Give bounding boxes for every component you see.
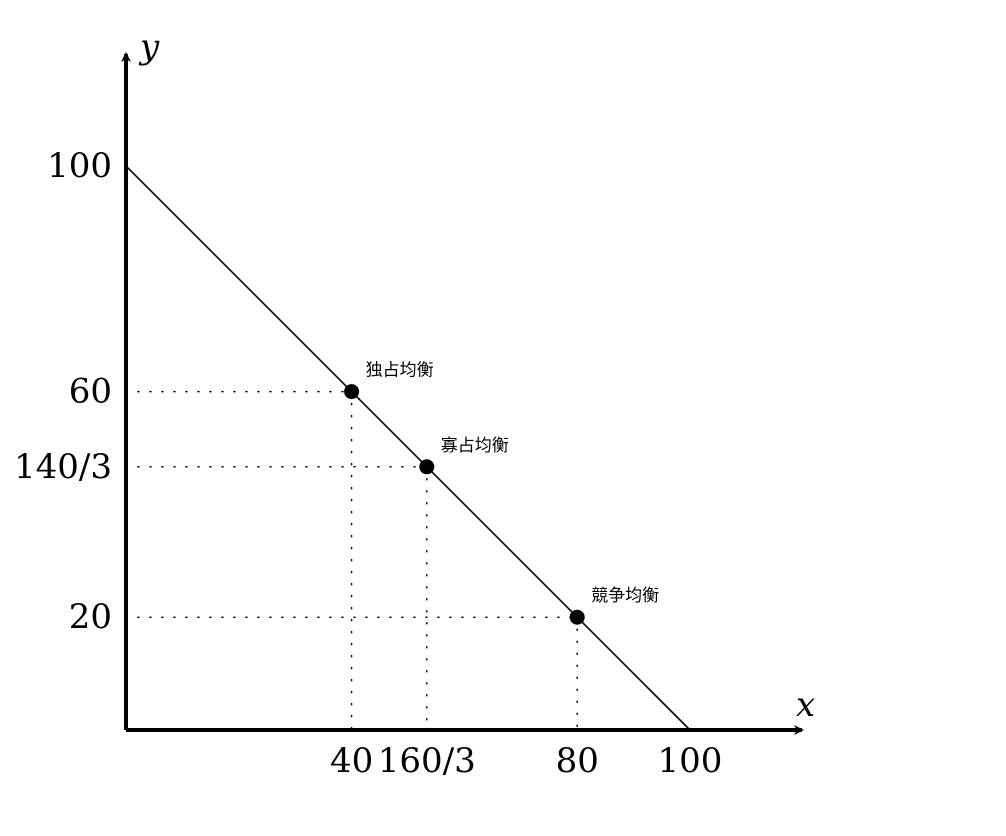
point-label-0: 独占均衡 bbox=[366, 361, 434, 381]
y-axis-label: y bbox=[138, 27, 160, 67]
y-tick-label-2: 140/3 bbox=[14, 447, 112, 487]
point-2 bbox=[569, 609, 585, 625]
guide-lines bbox=[125, 390, 578, 731]
point-label-1: 寡占均衡 bbox=[441, 436, 509, 456]
x-tick-label-2: 80 bbox=[556, 741, 599, 781]
x-axis-label: x bbox=[796, 685, 815, 725]
point-label-2: 競争均衡 bbox=[591, 586, 659, 606]
series-line-0 bbox=[125, 165, 691, 731]
x-tick-label-3: 100 bbox=[658, 741, 723, 781]
y-tick-label-3: 20 bbox=[69, 597, 112, 637]
x-tick-label-0: 40 bbox=[330, 741, 373, 781]
y-tick-label-0: 100 bbox=[47, 146, 112, 186]
x-tick-label-1: 160/3 bbox=[378, 741, 476, 781]
y-tick-label-1: 60 bbox=[69, 372, 112, 412]
point-0 bbox=[344, 384, 360, 400]
series bbox=[125, 165, 691, 731]
tick-labels: 40 160/3 80 100 100 60 140/3 20 bbox=[14, 146, 722, 781]
point-1 bbox=[419, 459, 435, 475]
